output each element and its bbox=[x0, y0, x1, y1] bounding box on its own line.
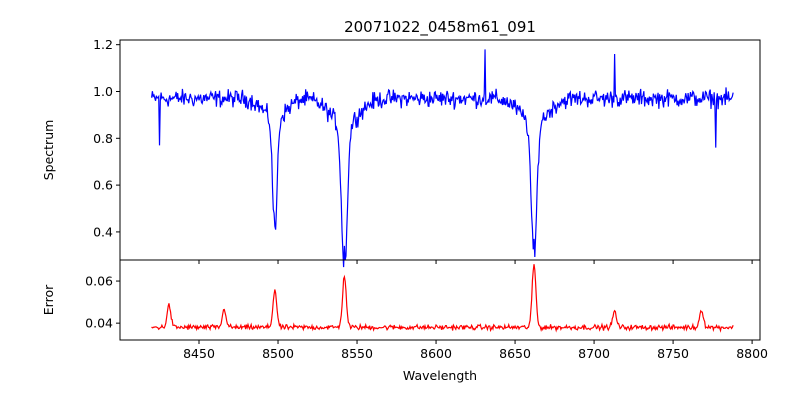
spectrum-x-ticks bbox=[198, 260, 753, 264]
spectrum-y-tick-label: 1.2 bbox=[93, 37, 113, 52]
x-tick-label: 8750 bbox=[657, 346, 689, 361]
x-tick-label: 8700 bbox=[578, 346, 610, 361]
error-x-ticks: 8450 8500 8550 8600 8650 8700 8750 8800 bbox=[183, 340, 768, 361]
spectrum-y-tick-label: 0.8 bbox=[93, 131, 113, 146]
error-panel: 0.04 0.06 8450 8500 8550 8600 8650 8700 8750 880… bbox=[41, 259, 768, 361]
x-tick-label: 8600 bbox=[420, 346, 452, 361]
spectrum-y-tick-label: 1.0 bbox=[93, 84, 113, 99]
error-y-ticks: 0.04 0.06 bbox=[85, 274, 120, 331]
error-y-axis-label: Error bbox=[41, 284, 56, 315]
spectrum-panel: 0.4 0.6 0.8 1.0 1.2 Spectrum bbox=[41, 37, 761, 268]
spectrum-axes-frame bbox=[119, 39, 761, 261]
error-y-tick-label: 0.04 bbox=[85, 316, 113, 331]
x-tick-label: 8450 bbox=[183, 346, 215, 361]
x-axis-label: Wavelength bbox=[403, 368, 477, 383]
x-tick-label: 8550 bbox=[341, 346, 373, 361]
spectrum-series-line bbox=[151, 49, 734, 268]
error-axes-frame bbox=[119, 259, 761, 341]
error-series-line bbox=[151, 264, 734, 333]
x-tick-label: 8500 bbox=[262, 346, 294, 361]
error-y-tick-label: 0.06 bbox=[85, 274, 113, 289]
spectrum-y-axis-label: Spectrum bbox=[41, 120, 56, 181]
chart-title: 20071022_0458m61_091 bbox=[344, 18, 536, 37]
spectrum-y-tick-label: 0.6 bbox=[93, 178, 113, 193]
x-tick-label: 8650 bbox=[499, 346, 531, 361]
spectrum-y-ticks: 0.4 0.6 0.8 1.0 1.2 bbox=[93, 37, 120, 239]
spectrum-y-tick-label: 0.4 bbox=[93, 224, 113, 239]
x-tick-label: 8800 bbox=[736, 346, 768, 361]
